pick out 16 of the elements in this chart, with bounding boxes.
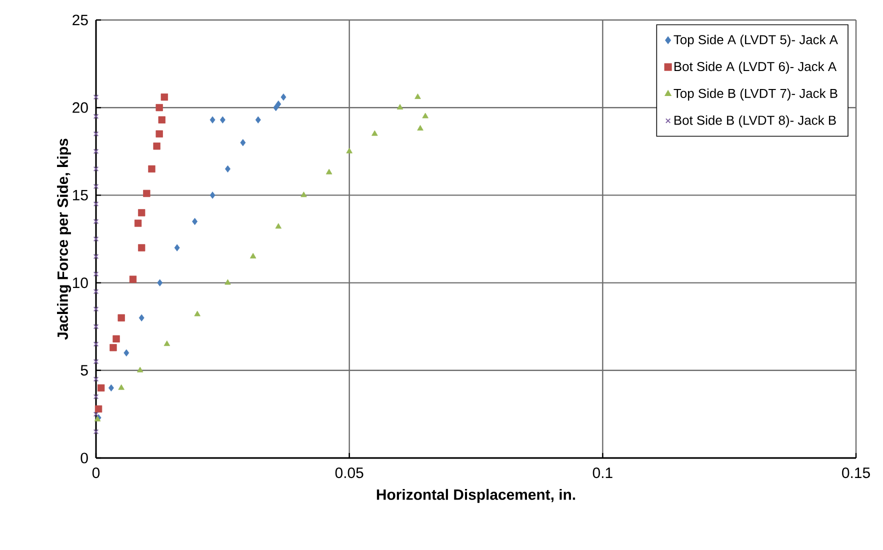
legend-label: Top Side A (LVDT 5)- Jack A xyxy=(674,34,838,47)
y-tick-label: 0 xyxy=(80,452,88,464)
y-tick-label: 5 xyxy=(80,365,88,376)
legend-label: Bot Side A (LVDT 6)- Jack A xyxy=(674,62,837,74)
y-tick-label: 10 xyxy=(73,278,88,288)
y-axis-title: Jacking Force per Side, kips xyxy=(57,138,72,340)
x-tick-label: 0.15 xyxy=(842,468,870,478)
x-tick-label: 0.1 xyxy=(592,468,612,478)
legend-label: Top Side B (LVDT 7)- Jack B xyxy=(674,88,838,101)
y-tick-label: 15 xyxy=(73,190,88,200)
x-tick-label: 0.05 xyxy=(335,468,364,478)
x-axis-title: Horizontal Displacement, in. xyxy=(376,488,576,503)
y-tick-label: 20 xyxy=(72,102,88,113)
x-tick-label: 0 xyxy=(92,468,100,478)
legend-label: Bot Side B (LVDT 8)- Jack B xyxy=(674,115,836,128)
y-tick-label: 25 xyxy=(72,14,88,26)
